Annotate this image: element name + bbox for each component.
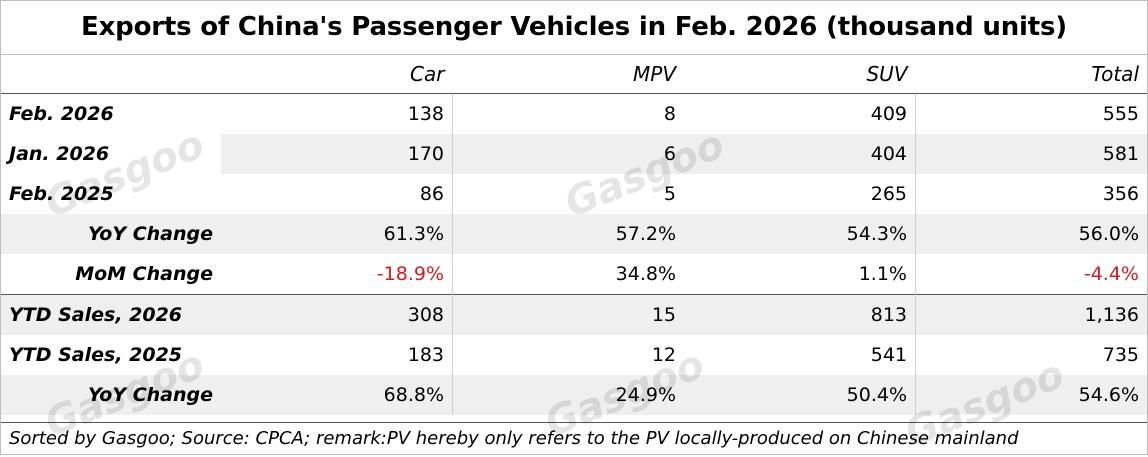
table-cell: 183 bbox=[407, 344, 444, 366]
column-header: MPV bbox=[452, 55, 684, 94]
column-header: Car bbox=[221, 55, 453, 94]
table-row: Feb. 2026 138 8 409 555 bbox=[1, 93, 1147, 134]
column-header: Total bbox=[915, 55, 1147, 94]
table-cell: 555 bbox=[915, 93, 1147, 134]
row-label: Jan. 2026 bbox=[9, 143, 110, 165]
table-cell: 54.3% bbox=[684, 214, 916, 254]
table-cell: 34.8% bbox=[452, 254, 684, 295]
table-cell: 170 bbox=[221, 134, 453, 174]
header-blank bbox=[1, 55, 221, 94]
data-table: Car MPV SUV Total Feb. 2026 138 8 409 555 Jan. 20… bbox=[1, 55, 1147, 415]
table-cell: 61.3% bbox=[221, 214, 453, 254]
table-cell: 813 bbox=[684, 294, 916, 335]
table-cell: 57.2% bbox=[452, 214, 684, 254]
row-label: YTD Sales, 2025 bbox=[9, 344, 183, 366]
table-cell: 1.1% bbox=[858, 263, 907, 285]
chart-title: Exports of China's Passenger Vehicles in… bbox=[1, 1, 1147, 55]
table-cell: -18.9% bbox=[376, 263, 444, 285]
row-label: MoM Change bbox=[75, 263, 213, 285]
header-row: Car MPV SUV Total bbox=[1, 55, 1147, 94]
table-cell: -4.4% bbox=[915, 254, 1147, 295]
table-cell: 24.9% bbox=[452, 375, 684, 415]
row-label: Feb. 2026 bbox=[9, 103, 114, 125]
table-cell: 86 bbox=[419, 183, 444, 205]
table-cell: 404 bbox=[684, 134, 916, 174]
table-cell: 265 bbox=[870, 183, 907, 205]
table-cell: 12 bbox=[452, 335, 684, 375]
row-label: YoY Change bbox=[1, 375, 221, 415]
table-cell: 50.4% bbox=[684, 375, 916, 415]
table-cell: 54.6% bbox=[915, 375, 1147, 415]
row-label: Feb. 2025 bbox=[9, 183, 114, 205]
table-cell: 56.0% bbox=[915, 214, 1147, 254]
table-cell: 138 bbox=[407, 103, 444, 125]
row-label: YoY Change bbox=[1, 214, 221, 254]
table-cell: 735 bbox=[915, 335, 1147, 375]
table-cell: 541 bbox=[870, 344, 907, 366]
table-cell: 1,136 bbox=[915, 294, 1147, 335]
table-cell: 356 bbox=[915, 174, 1147, 214]
footnote: Sorted by Gasgoo; Source: CPCA; remark:P… bbox=[1, 422, 1147, 454]
table-row: YTD Sales, 2025 183 12 541 735 bbox=[1, 335, 1147, 375]
table-row: MoM Change -18.9% 34.8% 1.1% -4.4% bbox=[1, 254, 1147, 295]
table-row: Feb. 2025 86 5 265 356 bbox=[1, 174, 1147, 214]
table-cell: 5 bbox=[452, 174, 684, 214]
table-cell: 8 bbox=[452, 93, 684, 134]
column-header: SUV bbox=[684, 55, 916, 94]
table-cell: 15 bbox=[452, 294, 684, 335]
table-row: YoY Change 68.8% 24.9% 50.4% 54.6% bbox=[1, 375, 1147, 415]
table-cell: 68.8% bbox=[221, 375, 453, 415]
table-cell: 6 bbox=[452, 134, 684, 174]
table-row: Jan. 2026 170 6 404 581 bbox=[1, 134, 1147, 174]
table-row: YoY Change 61.3% 57.2% 54.3% 56.0% bbox=[1, 214, 1147, 254]
table-cell: 409 bbox=[870, 103, 907, 125]
table-cell: 581 bbox=[915, 134, 1147, 174]
row-label: YTD Sales, 2026 bbox=[1, 294, 221, 335]
table-row: YTD Sales, 2026 308 15 813 1,136 bbox=[1, 294, 1147, 335]
table-cell: 308 bbox=[221, 294, 453, 335]
